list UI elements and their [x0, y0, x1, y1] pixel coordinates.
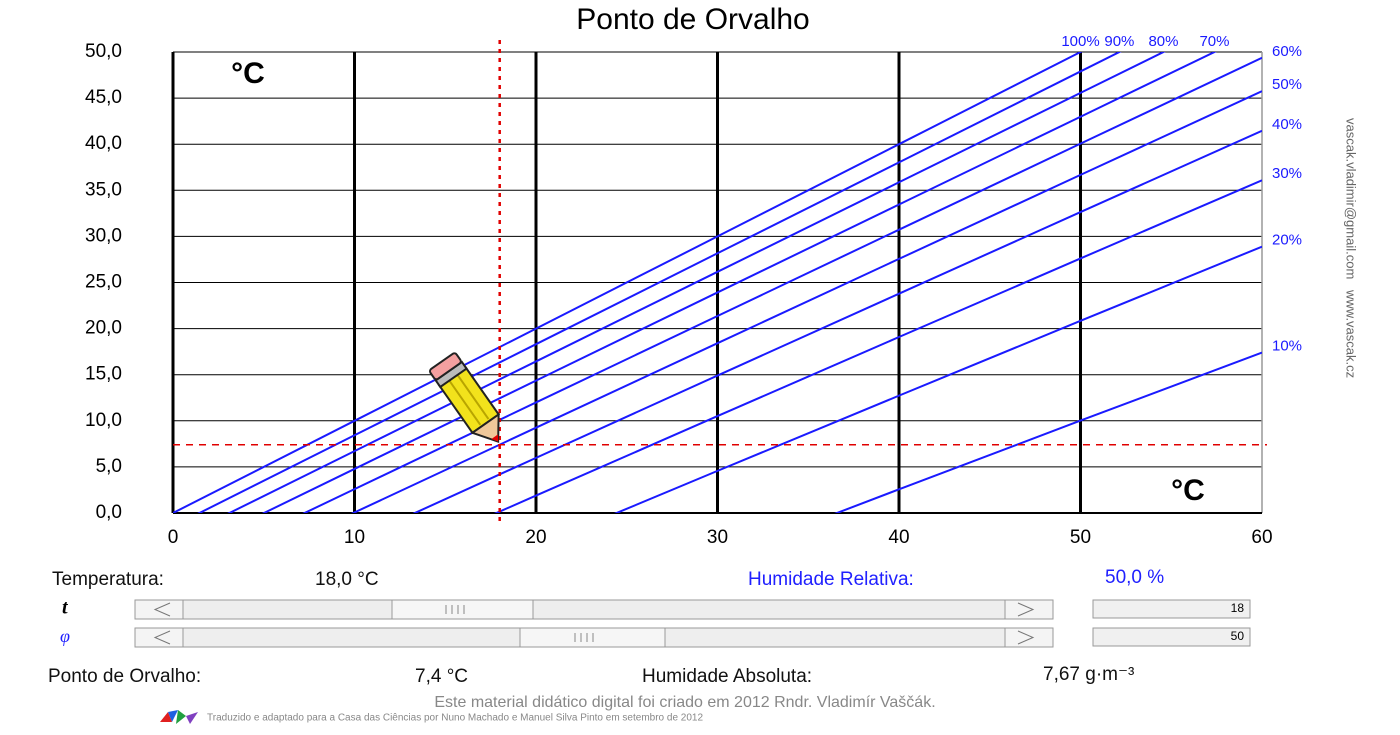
slider[interactable] [134, 599, 1054, 620]
credit: Este material didático digital foi criad… [434, 694, 935, 711]
label: Ponto de Orvalho: [48, 666, 201, 687]
y-tick-label: 15,0 [85, 364, 122, 385]
dew-curve [412, 129, 1262, 513]
dew-curve [350, 90, 1262, 513]
x-tick-label: 50 [1070, 527, 1091, 548]
side-text: vascak.vladimir@gmail.com [1344, 118, 1359, 279]
dew-curve [197, 52, 1122, 513]
series-label: 30% [1272, 165, 1302, 182]
x-tick-label: 10 [344, 527, 365, 548]
curves [173, 52, 1262, 513]
x-tick-label: 60 [1251, 527, 1272, 548]
value: 7,67 g·m⁻³ [1043, 664, 1134, 685]
series-label: 80% [1148, 33, 1178, 50]
dew-curve [613, 245, 1262, 513]
series-label: 40% [1272, 116, 1302, 133]
y-tick-label: 0,0 [96, 502, 122, 523]
dew-curve [834, 351, 1262, 513]
dew-curve [173, 52, 1083, 513]
label: Humidade Relativa: [748, 569, 914, 590]
unit-label: °C [1171, 474, 1205, 507]
input-value: 50 [1231, 629, 1245, 643]
series-label: 90% [1104, 33, 1134, 50]
symbol: t [62, 597, 69, 619]
y-tick-label: 30,0 [85, 225, 122, 246]
y-tick-label: 45,0 [85, 87, 122, 108]
x-tick-label: 40 [888, 527, 909, 548]
logo [160, 710, 198, 724]
value: 50,0 % [1105, 567, 1164, 588]
value: 18,0 °C [315, 569, 379, 590]
side-text: www.vascak.cz [1344, 289, 1359, 378]
dew-curve [227, 52, 1166, 513]
pencil [429, 352, 501, 444]
series-label: 20% [1272, 232, 1302, 249]
x-tick-label: 0 [168, 527, 179, 548]
dew-curve [302, 56, 1262, 513]
dew-curve [261, 52, 1217, 513]
y-tick-label: 25,0 [85, 272, 122, 293]
input-value: 18 [1231, 601, 1245, 615]
translation: Traduzido e adaptado para a Casa das Ciê… [207, 713, 703, 724]
unit-label: °C [231, 57, 265, 90]
plot: 0,0 5,0 10,0 15,0 20,0 25,0 30,0 35,0 40,0 45,0 50… [85, 33, 1302, 548]
dew-curve [493, 179, 1262, 513]
value: 7,4 °C [415, 666, 468, 687]
label: Temperatura: [52, 569, 164, 590]
series-label: 10% [1272, 338, 1302, 355]
chart-title: Ponto de Orvalho [576, 3, 809, 36]
series-label: 50% [1272, 76, 1302, 93]
input-box[interactable] [1092, 627, 1251, 647]
y-tick-label: 5,0 [96, 456, 122, 477]
input-box[interactable] [1092, 599, 1251, 619]
series-label: 100% [1061, 33, 1099, 50]
symbol: φ [60, 626, 70, 646]
slider[interactable] [134, 627, 1054, 648]
series-label: 60% [1272, 43, 1302, 60]
y-tick-label: 10,0 [85, 410, 122, 431]
y-tick-label: 50,0 [85, 41, 122, 62]
label: Humidade Absoluta: [642, 666, 812, 687]
y-tick-label: 40,0 [85, 133, 122, 154]
y-tick-label: 20,0 [85, 318, 122, 339]
x-tick-label: 30 [707, 527, 728, 548]
series-label: 70% [1199, 33, 1229, 50]
x-tick-label: 20 [525, 527, 546, 548]
y-tick-label: 35,0 [85, 179, 122, 200]
